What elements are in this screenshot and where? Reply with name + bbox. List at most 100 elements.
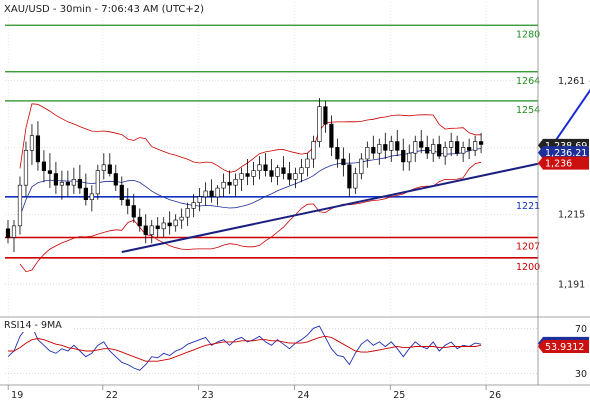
candle-body <box>425 147 430 154</box>
candle-body <box>227 181 232 186</box>
price-badge: 1,236.21 <box>545 148 587 159</box>
candle-body <box>11 225 17 238</box>
candle-body <box>299 167 304 174</box>
candle-body <box>263 164 268 171</box>
candle-body <box>17 184 23 227</box>
candle-body <box>317 106 322 142</box>
candle <box>185 202 190 226</box>
candle <box>143 214 148 244</box>
candle-body <box>407 152 412 163</box>
candle-body <box>233 179 238 186</box>
price-badge: 1,236 <box>545 159 572 170</box>
candle-body <box>125 199 130 206</box>
candle-body <box>377 144 382 154</box>
candle <box>179 208 184 229</box>
candle <box>5 220 11 244</box>
candle <box>473 135 478 157</box>
candle <box>419 129 424 154</box>
x-tick-label: 26 <box>489 390 501 400</box>
candle-body <box>359 158 364 174</box>
title-backdrop <box>2 2 208 16</box>
candle <box>113 164 118 191</box>
candle-body <box>23 149 29 186</box>
candle <box>479 132 484 154</box>
candle-body <box>443 147 448 157</box>
level-label: 1280 <box>516 29 540 40</box>
candle-body <box>467 147 472 151</box>
candle-body <box>473 141 478 151</box>
candle-body <box>59 181 64 186</box>
bollinger-lower-line <box>19 161 482 273</box>
candle-body <box>389 141 394 151</box>
rsi-tick-label: 70 <box>575 324 587 335</box>
candle-body <box>329 123 334 148</box>
candle-body <box>161 222 166 230</box>
candle-body <box>323 106 328 125</box>
candle <box>29 124 35 165</box>
candle <box>215 185 220 206</box>
candle <box>245 159 250 186</box>
candle <box>437 135 442 159</box>
candle-body <box>29 135 35 151</box>
candle-body <box>215 187 220 198</box>
x-tick-label: 22 <box>106 390 118 400</box>
chart-title: XAU/USD - 30min - 7:06:43 AM (UTC+2) <box>4 4 204 15</box>
level-label: 1221 <box>516 201 540 212</box>
candle <box>23 141 29 197</box>
level-label: 1200 <box>516 262 540 273</box>
candle <box>425 135 430 159</box>
candle-body <box>65 181 70 186</box>
candle <box>275 164 280 186</box>
candle-body <box>239 173 244 180</box>
candle <box>293 167 298 189</box>
candle <box>17 176 23 235</box>
candle <box>329 115 334 157</box>
candle <box>191 193 196 218</box>
candle <box>233 173 238 197</box>
candle <box>395 129 400 157</box>
candle-body <box>5 228 11 238</box>
candle-body <box>347 164 352 189</box>
candle-body <box>311 141 316 160</box>
level-label: 1207 <box>516 242 540 253</box>
candle <box>443 141 448 165</box>
candle-body <box>77 179 82 189</box>
candle <box>221 173 226 197</box>
candle <box>341 147 346 177</box>
candle-body <box>461 147 466 154</box>
candle-body <box>179 216 184 221</box>
candle <box>59 170 64 200</box>
candle <box>449 132 454 157</box>
trendline <box>121 160 548 254</box>
candle <box>107 153 112 177</box>
candle <box>161 217 166 238</box>
candle <box>269 159 274 183</box>
x-tick-label: 25 <box>393 390 405 400</box>
candle-body <box>437 144 442 157</box>
candle-body <box>419 141 424 148</box>
candle <box>65 170 70 197</box>
x-tick-label: 24 <box>297 390 309 400</box>
candle <box>41 150 47 183</box>
candle-body <box>449 141 454 148</box>
candle-body <box>287 173 292 180</box>
candle-body <box>191 202 196 209</box>
candle-body <box>431 144 436 154</box>
candle <box>35 121 41 171</box>
candle <box>83 173 88 206</box>
candle <box>203 182 208 206</box>
candle <box>389 135 394 162</box>
candle <box>251 161 256 186</box>
candle-body <box>305 158 310 169</box>
candle-body <box>257 164 262 171</box>
candle <box>77 164 82 194</box>
y-tick-label: 1,261 <box>558 76 585 87</box>
badge-layer: 1,238.691,236.211,23656.755953.9312 <box>538 138 589 354</box>
candle-body <box>197 196 202 203</box>
candle <box>299 159 304 183</box>
candle-body <box>83 187 88 201</box>
candle <box>305 153 310 177</box>
candle <box>167 211 172 235</box>
